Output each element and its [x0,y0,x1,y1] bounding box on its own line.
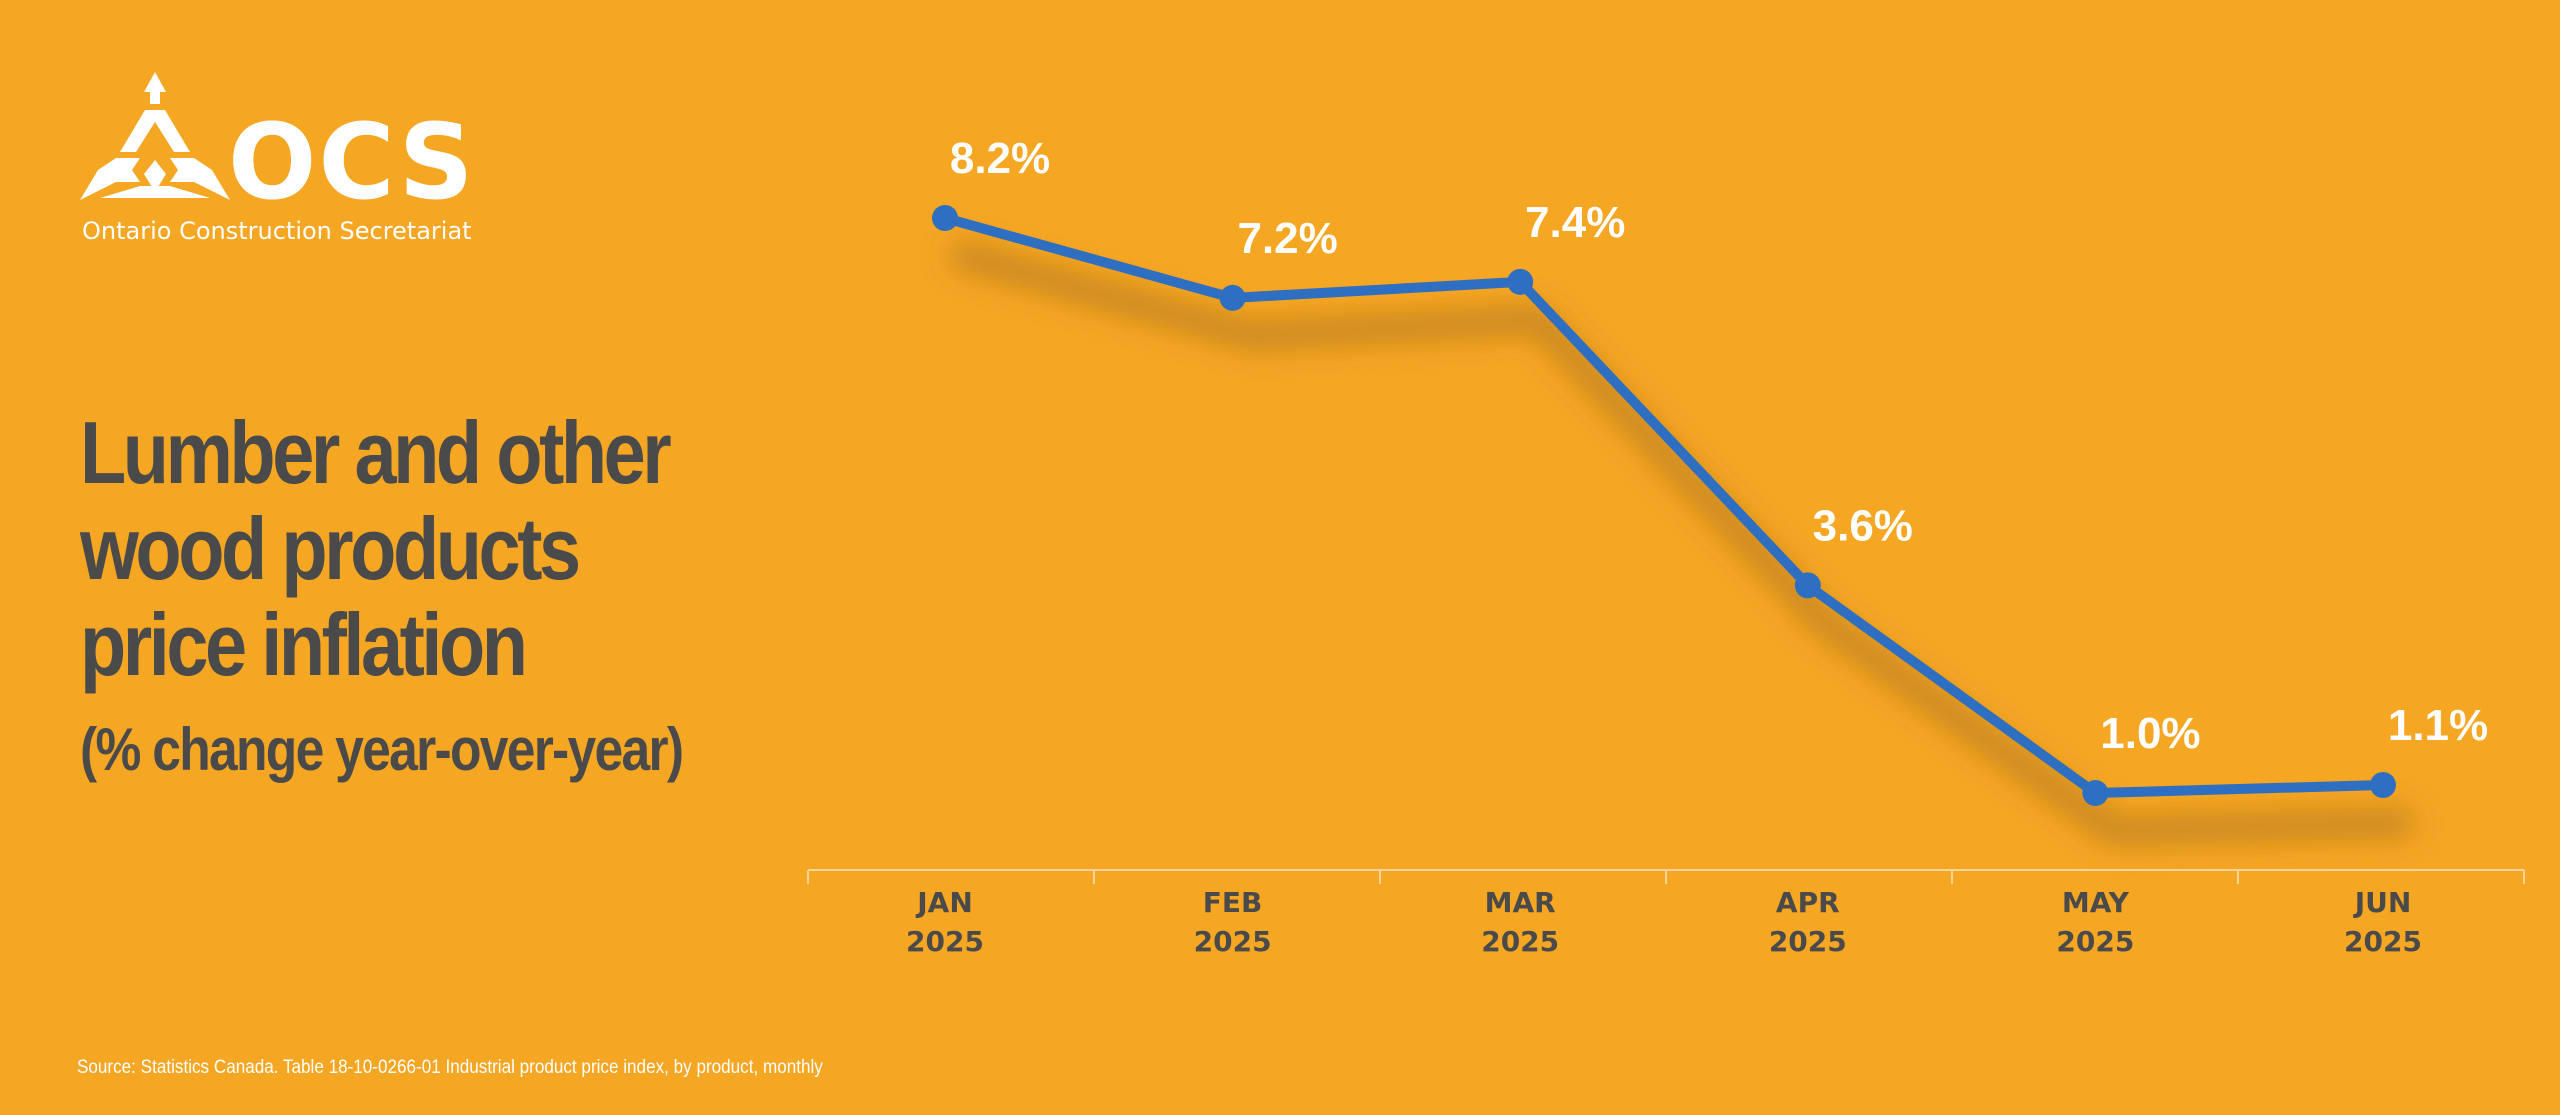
x-tick-label-month: JAN [915,886,973,919]
data-labels: 8.2% 7.2% 7.4% 3.6% 1.0% 1.1% [950,134,2488,758]
series-shadow [950,243,2414,844]
series-line-shadow [950,243,2414,844]
data-point-apr [1794,572,1821,599]
brand-subtitle: Ontario Construction Secretariat [82,217,472,245]
x-tick-label-year: 2025 [1481,925,1559,958]
data-label-feb: 7.2% [1237,214,1337,263]
x-tick-label-month: MAY [2062,886,2130,919]
series-line [940,213,2388,798]
title-line-2: wood products [80,499,581,598]
x-tick-label-month: FEB [1203,886,1263,919]
x-tick-labels: JAN 2025 FEB 2025 MAR 2025 APR 2025 MAY 2025 JUN 20… [906,886,2422,958]
data-point-jun [2370,772,2396,798]
brand-wordmark: OCS [228,101,476,223]
chart-title: Lumber and other wood products price inf… [80,405,682,693]
x-tick-label-year: 2025 [906,925,984,958]
data-label-apr: 3.6% [1813,501,1913,550]
x-tick-label-month: APR [1776,886,1840,919]
data-point-may [2082,780,2109,806]
data-label-jan: 8.2% [950,134,1050,183]
series-line-layer [932,205,2396,806]
x-tick-label-year: 2025 [1769,925,1847,958]
data-point-feb [1219,284,1246,311]
x-tick-label-year: 2025 [2056,925,2134,958]
title-line-1: Lumber and other [80,403,672,502]
x-tick-label-month: JUN [2353,886,2412,919]
data-point-mar [1507,268,1534,295]
data-label-jun: 1.1% [2388,701,2488,750]
x-tick-label-year: 2025 [1194,925,1272,958]
data-label-mar: 7.4% [1525,198,1625,247]
x-tick-label-year: 2025 [2344,925,2422,958]
x-axis [807,869,2525,884]
data-label-may: 1.0% [2100,709,2200,758]
source-note: Source: Statistics Canada. Table 18-10-0… [77,1057,823,1078]
title-line-3: price inflation [80,595,528,694]
chart-subtitle: (% change year-over-year) [80,716,684,783]
ocs-logo-icon [80,72,230,200]
data-point-jan [932,205,958,231]
brand-logo: OCS Ontario Construction Secretariat [80,70,480,250]
x-tick-label-month: MAR [1485,886,1556,919]
